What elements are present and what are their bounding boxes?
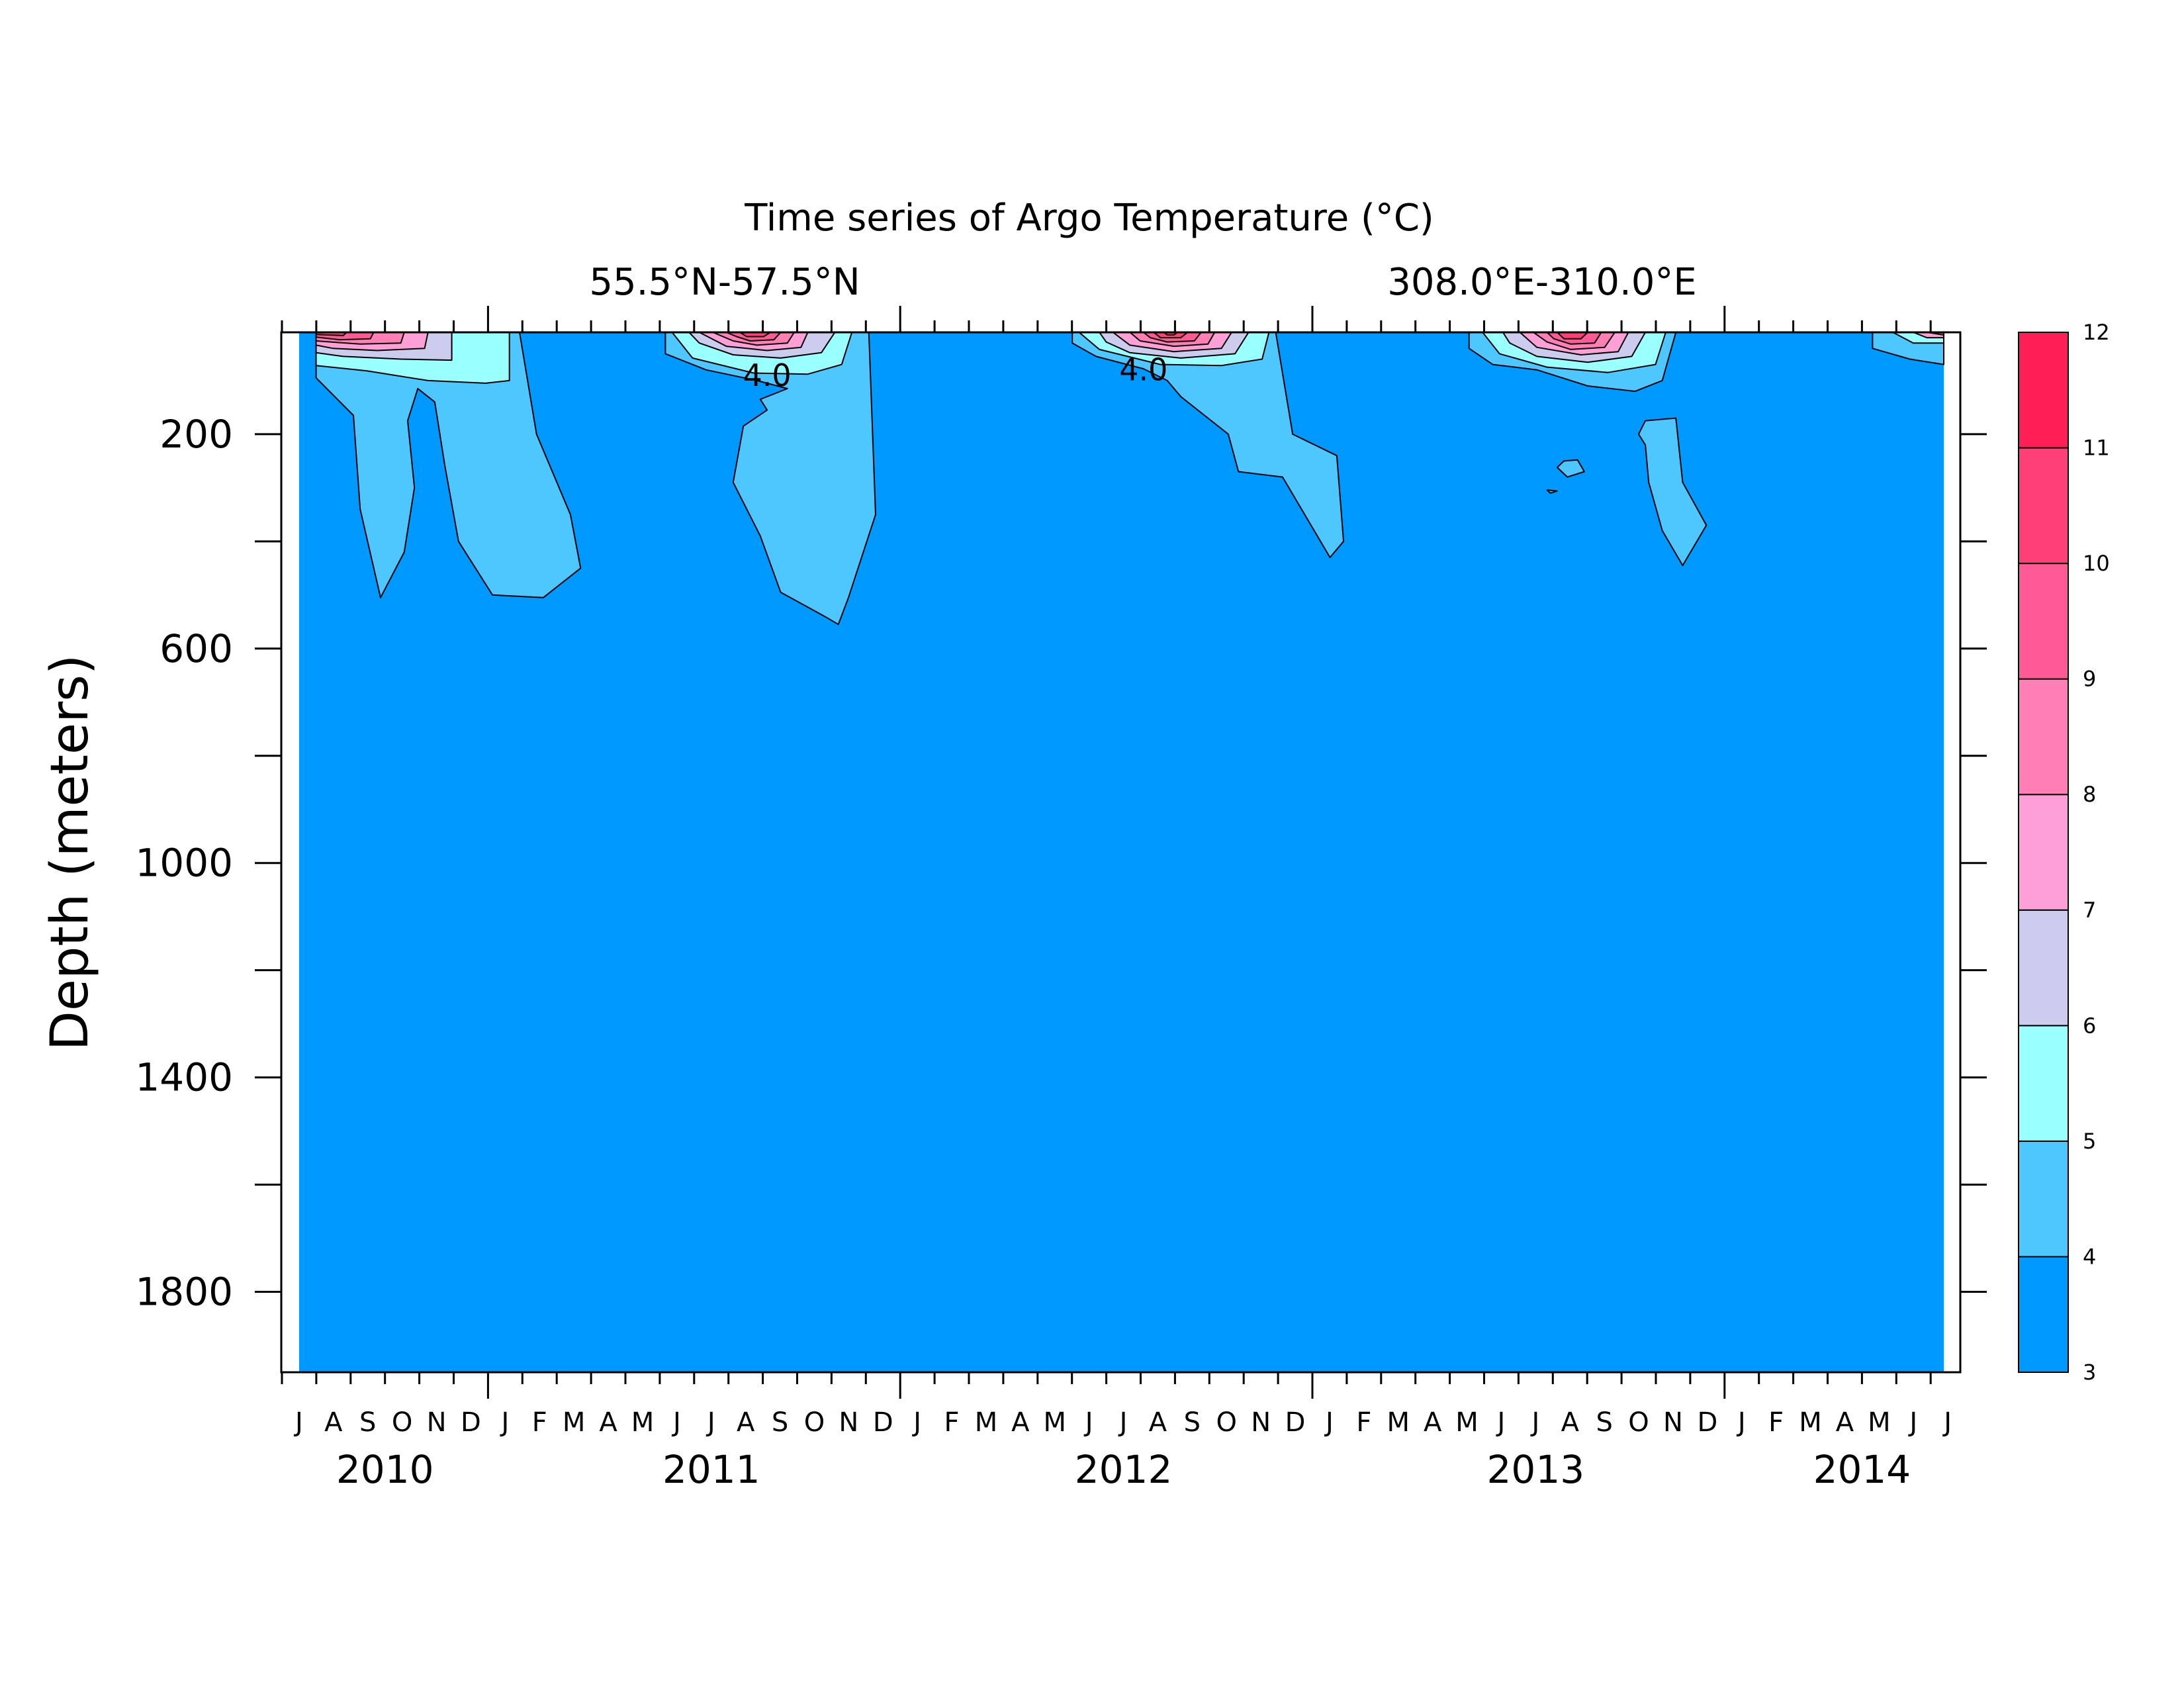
y-tick-label: 600 [159, 626, 233, 671]
colorbar-tick-label: 3 [2083, 1360, 2096, 1385]
contour-label: 4.0 [743, 357, 791, 393]
year-label: 2012 [1075, 1447, 1173, 1492]
latitude-range-label: 55.5°N-57.5°N [589, 261, 860, 304]
colorbar-tick-label: 6 [2083, 1013, 2096, 1038]
colorbar-swatch [2018, 678, 2069, 796]
month-tick-label: D [873, 1407, 893, 1438]
month-tick-label: F [1768, 1407, 1784, 1438]
month-tick-label: J [1942, 1407, 1952, 1438]
month-tick-label: J [499, 1407, 509, 1438]
month-tick-label: J [293, 1407, 303, 1438]
month-tick-label: S [1596, 1407, 1612, 1438]
colorbar-tick-label: 4 [2083, 1244, 2096, 1269]
y-tick-label: 200 [159, 412, 233, 457]
month-tick-label: M [1043, 1407, 1066, 1438]
month-tick-label: O [1216, 1407, 1237, 1438]
month-tick-label: M [975, 1407, 998, 1438]
month-tick-label: A [599, 1407, 617, 1438]
colorbar-tick-label: 8 [2083, 782, 2096, 807]
colorbar-swatch [2018, 563, 2069, 680]
colorbar-legend: 3 4 5 6 7 8 9 10 11 12 [2018, 320, 2110, 1385]
month-tick-label: A [1561, 1407, 1580, 1438]
colorbar-tick-label: 12 [2083, 320, 2110, 345]
contour-region-4 [1071, 332, 1345, 559]
month-tick-label: S [772, 1407, 788, 1438]
month-tick-label: A [1424, 1407, 1442, 1438]
colorbar-swatch [2018, 794, 2069, 911]
month-tick-label: J [1736, 1407, 1746, 1438]
month-tick-label: M [563, 1407, 586, 1438]
year-label: 2013 [1487, 1447, 1585, 1492]
y-axis-label: Depth (meters) [40, 655, 100, 1051]
month-tick-label: F [944, 1407, 960, 1438]
month-tick-label: N [427, 1407, 447, 1438]
y-tick-label: 1800 [135, 1270, 233, 1315]
colorbar-swatch [2018, 332, 2069, 449]
month-tick-label: D [1285, 1407, 1306, 1438]
month-tick-label: F [1356, 1407, 1371, 1438]
month-tick-label: F [532, 1407, 547, 1438]
month-tick-label: A [737, 1407, 755, 1438]
month-tick-label: M [1799, 1407, 1822, 1438]
month-tick-label: A [1011, 1407, 1030, 1438]
longitude-range-label: 308.0°E-310.0°E [1387, 261, 1697, 304]
month-tick-label: A [324, 1407, 343, 1438]
month-tick-label: J [1118, 1407, 1128, 1438]
year-label: 2014 [1813, 1447, 1911, 1492]
colorbar-swatch [2018, 1140, 2069, 1258]
month-tick-label: O [1628, 1407, 1649, 1438]
month-tick-label: J [1083, 1407, 1093, 1438]
contour-region-4 [1546, 489, 1558, 494]
month-tick-label: N [839, 1407, 858, 1438]
month-tick-label: N [1663, 1407, 1683, 1438]
month-tick-label: J [1529, 1407, 1539, 1438]
month-tick-label: D [1697, 1407, 1717, 1438]
colorbar-tick-label: 5 [2083, 1129, 2096, 1154]
colorbar-swatch [2018, 909, 2069, 1027]
chart-title: Time series of Argo Temperature (°C) [744, 197, 1434, 240]
colorbar-swatch [2018, 1256, 2069, 1374]
month-tick-label: A [1149, 1407, 1167, 1438]
contour-region-4 [315, 332, 582, 598]
month-tick-label: J [705, 1407, 715, 1438]
contour-region-4 [1556, 459, 1585, 478]
month-tick-label: M [631, 1407, 655, 1438]
y-tick-label: 1000 [135, 841, 233, 886]
y-axis: 200 600 1000 1400 1800 [135, 412, 1987, 1315]
colorbar-swatch [2018, 1025, 2069, 1142]
month-tick-label: D [461, 1407, 481, 1438]
colorbar-swatch [2018, 447, 2069, 565]
month-tick-label: A [1836, 1407, 1854, 1438]
month-tick-label: N [1251, 1407, 1271, 1438]
colorbar-tick-label: 10 [2083, 551, 2110, 576]
colorbar-tick-label: 7 [2083, 898, 2096, 923]
y-tick-label: 1400 [135, 1055, 233, 1100]
month-tick-label: J [671, 1407, 681, 1438]
month-tick-label: O [804, 1407, 825, 1438]
month-tick-label: S [359, 1407, 376, 1438]
contour-label: 4.0 [1119, 352, 1167, 388]
plot-area: 4.0 4.0 [280, 331, 1962, 1374]
month-tick-label: O [392, 1407, 412, 1438]
year-label: 2011 [662, 1447, 760, 1492]
year-label: 2010 [336, 1447, 434, 1492]
colorbar-tick-label: 11 [2083, 436, 2110, 461]
colorbar-tick-label: 9 [2083, 667, 2096, 692]
contour-region-4 [1637, 417, 1707, 567]
month-tick-label: J [1496, 1407, 1506, 1438]
month-tick-label: J [1907, 1407, 1917, 1438]
plot-frame [280, 331, 1962, 1374]
month-tick-label: S [1184, 1407, 1201, 1438]
month-tick-label: J [1324, 1407, 1334, 1438]
month-tick-label: M [1868, 1407, 1891, 1438]
month-tick-label: J [911, 1407, 921, 1438]
month-tick-label: M [1387, 1407, 1410, 1438]
contour-region-4 [664, 332, 876, 626]
month-tick-label: M [1455, 1407, 1479, 1438]
